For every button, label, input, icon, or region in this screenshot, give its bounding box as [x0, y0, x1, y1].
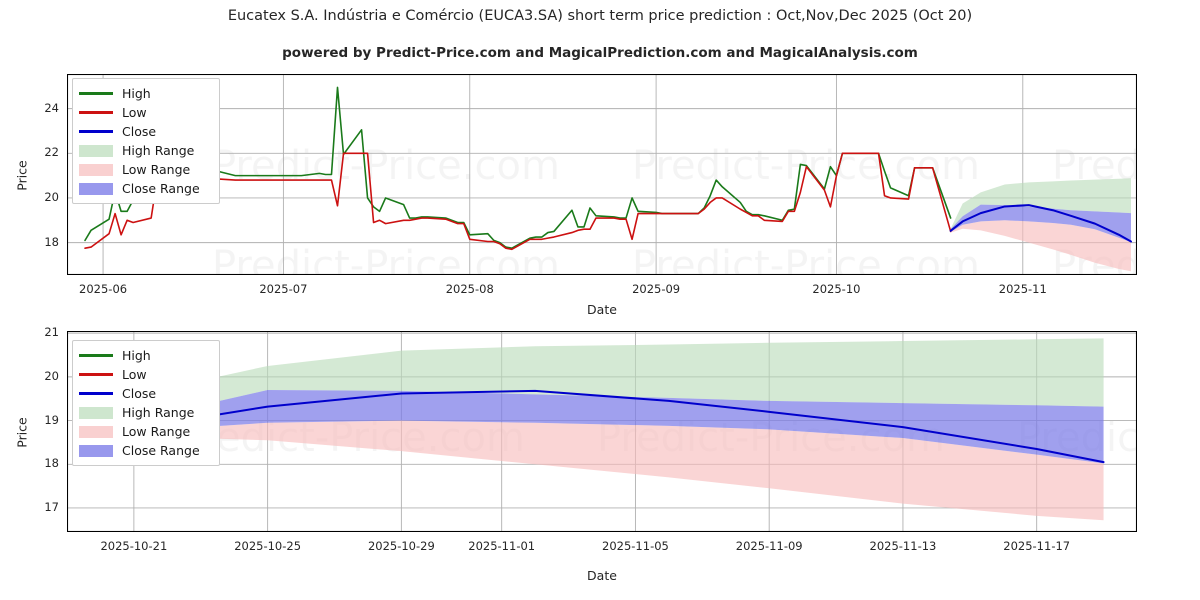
x-tick-label: 2025-11-01	[468, 539, 536, 553]
legend-line-icon	[79, 107, 113, 119]
legend-label: High	[122, 86, 151, 101]
x-tick-label: 2025-08	[445, 282, 494, 296]
legend-label: High Range	[122, 143, 195, 158]
high-range-band	[950, 178, 1131, 231]
y-tick-label: 22	[44, 145, 59, 160]
forecast-plot: Predict-Price.comPredict-Price.comPredic…	[67, 331, 1137, 532]
y-tick-label: 20	[44, 368, 59, 383]
legend-patch-icon	[79, 406, 113, 419]
x-tick-label: 2025-06	[79, 282, 128, 296]
legend-item[interactable]: Close Range	[79, 179, 211, 198]
legend-patch-icon	[79, 163, 113, 176]
legend-item[interactable]: Low Range	[79, 422, 211, 441]
legend-item[interactable]: Low	[79, 103, 211, 122]
y-tick-label: 20	[44, 189, 59, 204]
close-price-line	[949, 204, 1132, 243]
page-subtitle: powered by Predict-Price.com and Magical…	[282, 45, 918, 61]
y-tick-label: 17	[44, 499, 59, 514]
legend-label: Close Range	[122, 181, 200, 196]
forecast-x-axis-label: Date	[587, 568, 617, 583]
legend-label: Low Range	[122, 162, 191, 177]
legend-item[interactable]: Close	[79, 122, 211, 141]
legend-label: Close	[122, 386, 157, 401]
legend-patch-icon	[79, 425, 113, 438]
legend-item[interactable]: Low Range	[79, 160, 211, 179]
x-tick-label: 2025-07	[259, 282, 308, 296]
legend-item[interactable]: High	[79, 346, 211, 365]
overview-legend: High Low Close High Range Low Range Close Ran…	[72, 78, 220, 204]
x-tick-label: 2025-11-17	[1003, 539, 1071, 553]
plot-frame	[67, 74, 1137, 275]
overview-plot: Predict-Price.com Predict-Price.com Predic…	[67, 74, 1137, 275]
x-tick-label: 2025-11-05	[602, 539, 669, 553]
x-tick-label: 2025-11-09	[735, 539, 803, 553]
watermark-text: Predict-Price.com	[212, 143, 560, 189]
y-tick-label: 18	[44, 234, 59, 249]
watermark-text: Predict-Price.com	[212, 243, 560, 275]
legend-item[interactable]: Close	[79, 384, 211, 403]
x-tick-label: 2025-10-25	[234, 539, 302, 553]
y-tick-label: 18	[44, 456, 59, 471]
legend-line-icon	[79, 388, 113, 400]
overview-x-axis-label: Date	[587, 302, 617, 317]
x-tick-label: 2025-09	[632, 282, 681, 296]
high-price-line	[84, 86, 952, 249]
legend-label: Low Range	[122, 424, 191, 439]
legend-item[interactable]: High Range	[79, 403, 211, 422]
legend-item[interactable]: High	[79, 84, 211, 103]
legend-patch-icon	[79, 444, 113, 457]
forecast-chart-panel: Predict-Price.comPredict-Price.comPredic…	[67, 331, 1137, 532]
low-range-band	[100, 420, 1104, 521]
watermark-text: Predict-Price.com	[632, 243, 980, 275]
legend-label: Low	[122, 367, 147, 382]
page-title: Eucatex S.A. Indústria e Comércio (EUCA3…	[227, 8, 973, 24]
y-tick-label: 21	[44, 325, 59, 340]
low-price-line	[84, 152, 952, 251]
high-range-band	[100, 338, 1104, 441]
legend-label: Close	[122, 124, 157, 139]
legend-patch-icon	[79, 144, 113, 157]
forecast-legend: High Low Close High Range Low Range Close Ran…	[72, 340, 220, 466]
legend-item[interactable]: Close Range	[79, 441, 211, 460]
legend-item[interactable]: Low	[79, 365, 211, 384]
y-tick-label: 24	[44, 100, 59, 115]
legend-line-icon	[79, 369, 113, 381]
x-tick-label: 2025-10	[812, 282, 861, 296]
overview-chart-panel: Predict-Price.com Predict-Price.com Predic…	[67, 74, 1137, 275]
close-range-band	[950, 204, 1131, 243]
y-tick-label: 19	[44, 412, 59, 427]
forecast-y-axis-label: Price	[14, 417, 30, 448]
legend-label: Close Range	[122, 443, 200, 458]
x-tick-label: 2025-11-13	[869, 539, 937, 553]
x-tick-label: 2025-10-21	[100, 539, 168, 553]
legend-line-icon	[79, 126, 113, 138]
close-range-band	[100, 389, 1104, 464]
legend-item[interactable]: High Range	[79, 141, 211, 160]
x-tick-label: 2025-11	[998, 282, 1047, 296]
legend-label: High	[122, 348, 151, 363]
legend-label: Low	[122, 105, 147, 120]
legend-line-icon	[79, 350, 113, 362]
legend-patch-icon	[79, 182, 113, 195]
x-tick-label: 2025-10-29	[367, 539, 435, 553]
legend-line-icon	[79, 88, 113, 100]
grid-lines	[67, 74, 1137, 275]
legend-label: High Range	[122, 405, 195, 420]
low-range-band	[950, 220, 1131, 272]
plot-frame	[67, 331, 1137, 532]
